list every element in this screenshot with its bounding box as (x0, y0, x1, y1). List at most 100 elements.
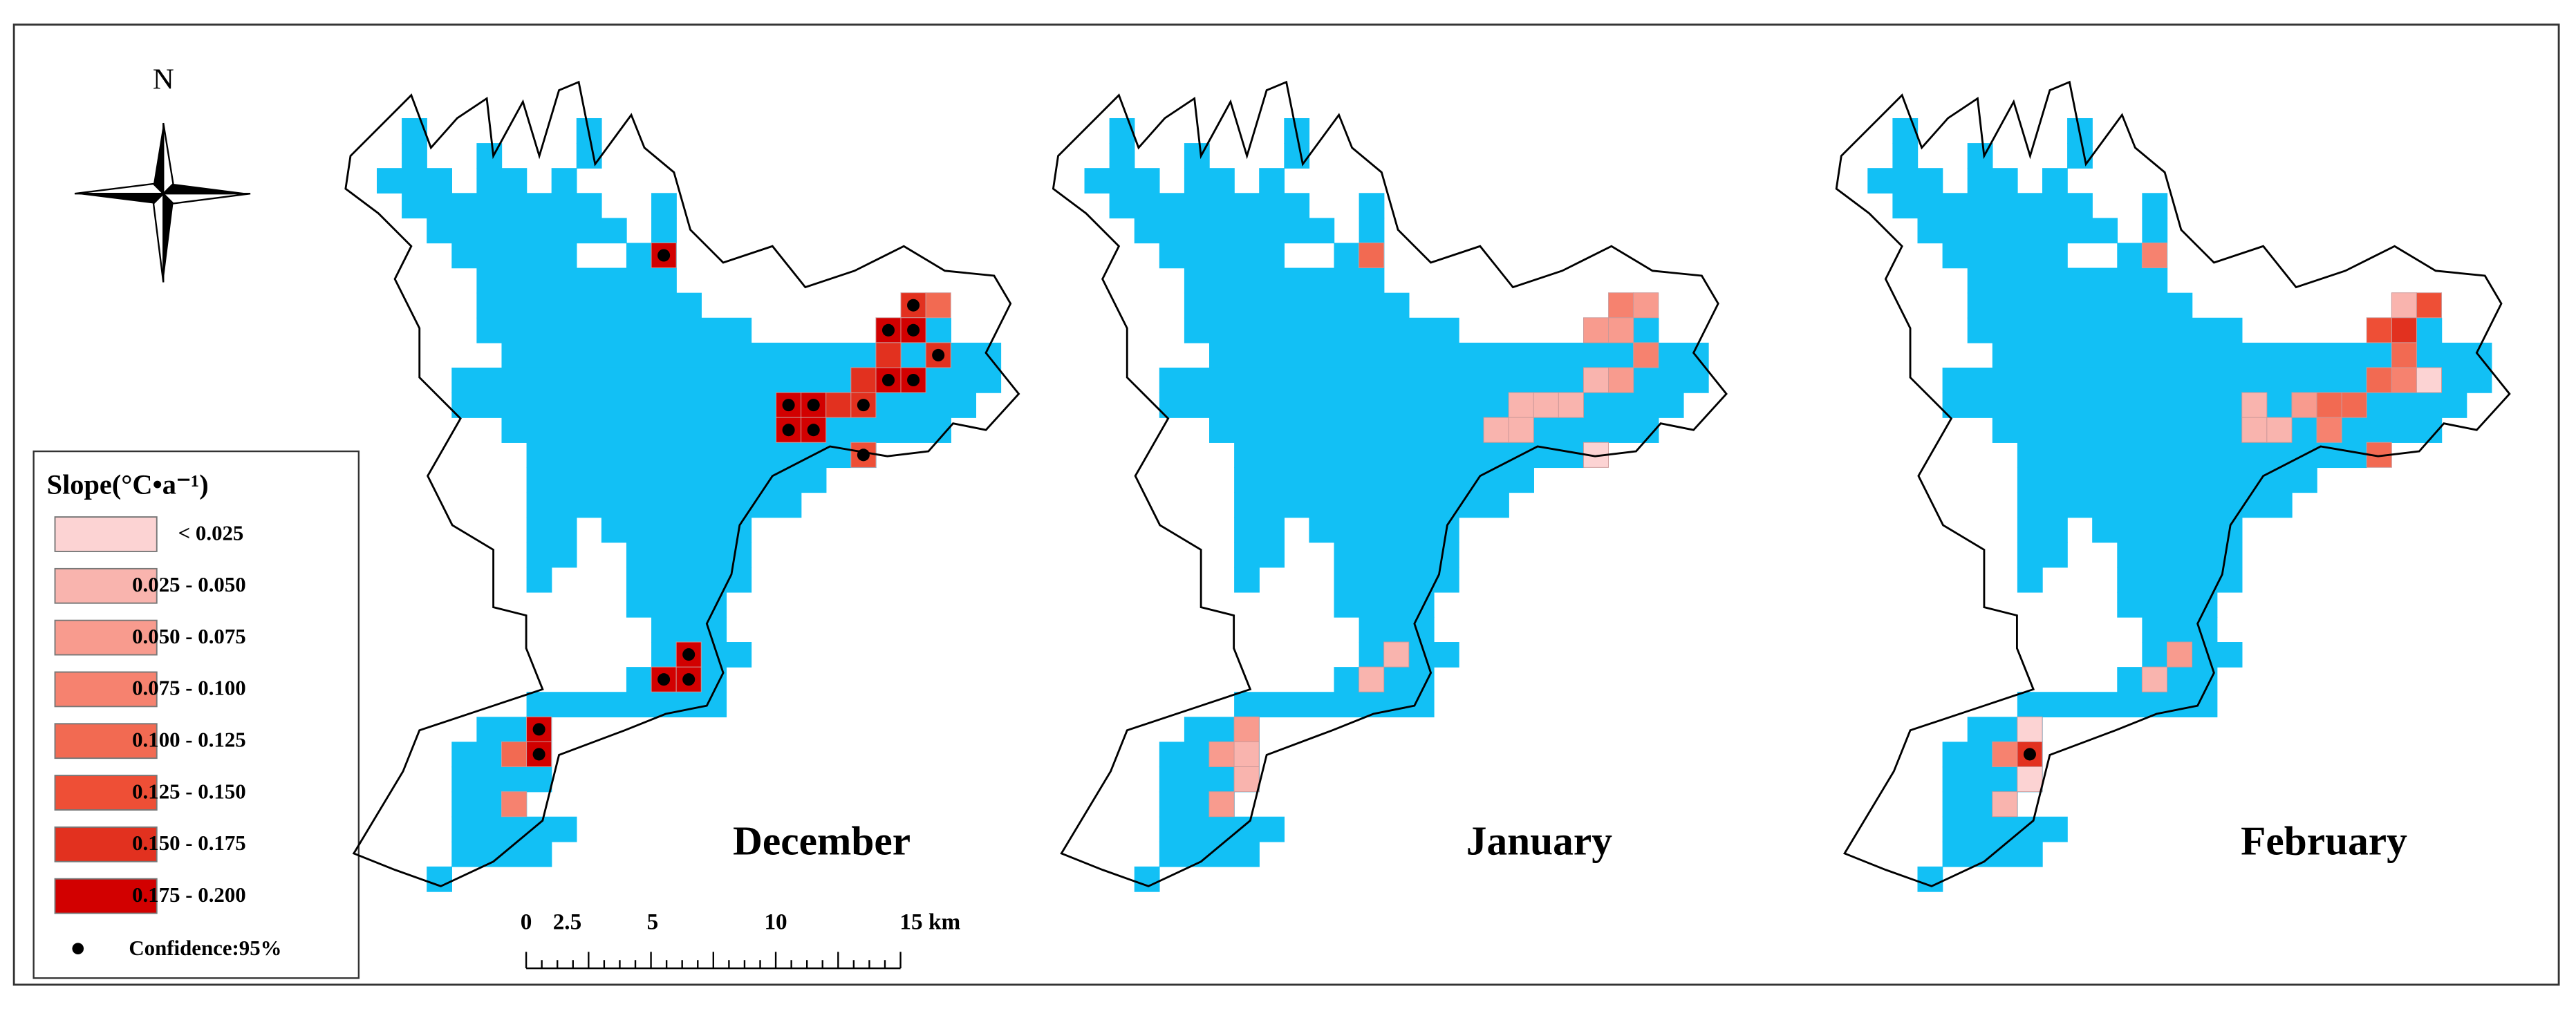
glacier-cell (1967, 317, 2243, 343)
glacier-cell (1184, 292, 1410, 319)
glacier-cell (476, 317, 752, 343)
glacier-cell (1917, 218, 2068, 244)
glacier-cell (1134, 218, 1285, 244)
glacier-cell (1334, 542, 1459, 568)
trend-cell (850, 367, 877, 393)
glacier-cell (1892, 117, 1919, 144)
glacier-cell (651, 218, 677, 244)
glacier-cell (2042, 168, 2068, 193)
glacier-cell (2067, 218, 2118, 244)
trend-cell (2391, 342, 2417, 368)
glacier-cell (1234, 567, 1260, 593)
glacier-cell (2042, 193, 2093, 219)
trend-cell (2391, 317, 2417, 343)
glacier-cell (1209, 342, 1709, 368)
trend-cell (1583, 367, 1609, 393)
confidence-dot (682, 648, 696, 661)
glacier-cell (526, 517, 577, 543)
glacier-cell (576, 143, 602, 169)
glacier-cell (1184, 267, 1385, 294)
legend-label: < 0.025 (178, 520, 244, 545)
confidence-dot (532, 748, 545, 761)
glacier-cell (526, 567, 552, 593)
glacier-cell (2017, 492, 2293, 518)
confidence-dot (857, 399, 870, 412)
legend-label: 0.150 - 0.175 (132, 831, 246, 855)
glacier-cell (1967, 292, 2193, 319)
trend-cell (1583, 317, 1609, 343)
trend-cell (2316, 392, 2342, 418)
glacier-cell (551, 193, 602, 219)
glacier-cell (651, 616, 727, 643)
glacier-cell (402, 143, 427, 169)
trend-cell (2341, 392, 2367, 418)
confidence-dot (682, 673, 696, 686)
glacier-cell (1992, 417, 2443, 443)
legend-swatch (54, 826, 158, 862)
confidence-dot (532, 723, 545, 736)
trend-cell (1633, 292, 1659, 319)
glacier-cell (501, 417, 951, 443)
glacier-cell (2117, 592, 2218, 618)
glacier-cell (2142, 616, 2218, 643)
legend-swatch (54, 567, 158, 604)
glacier-cell (1942, 393, 2467, 418)
legend-swatch (54, 619, 158, 656)
trend-cell (2416, 367, 2443, 393)
glacier-cell (1234, 492, 1509, 518)
glacier-cell (1234, 542, 1285, 568)
glacier-cell (576, 218, 627, 244)
glacier-cell (1109, 117, 1135, 144)
legend-label: 0.100 - 0.125 (132, 727, 246, 751)
glacier-cell (526, 467, 827, 493)
glacier-cell (2017, 467, 2317, 493)
confidence-dot (72, 943, 84, 954)
glacier-cell (402, 193, 478, 219)
glacier-cell (2017, 692, 2218, 718)
glacier-cell (1867, 168, 1943, 193)
trend-cell (1359, 666, 1385, 692)
glacier-cell (1967, 168, 2018, 193)
scale-label: 10 (764, 909, 787, 935)
legend-swatch (54, 516, 158, 552)
trend-cell (1208, 741, 1235, 767)
trend-cell (825, 392, 852, 418)
trend-cell (2166, 641, 2193, 668)
trend-cell (2366, 367, 2392, 393)
glacier-cell (1284, 218, 1335, 244)
trend-cell (1533, 392, 1559, 418)
glacier-cell (1184, 317, 1459, 343)
trend-cell (2366, 317, 2392, 343)
trend-cell (1992, 791, 2018, 818)
glacier-cell (1967, 267, 2168, 294)
legend-label: 0.050 - 0.075 (132, 624, 246, 648)
glacier-cell (402, 117, 427, 144)
glacier-cell (2017, 517, 2068, 543)
trend-cell (2141, 242, 2167, 269)
glacier-cell (376, 168, 452, 193)
glacier-cell (1134, 866, 1160, 892)
trend-cell (1558, 392, 1584, 418)
glacier-cell (526, 442, 877, 469)
legend-swatch (54, 671, 158, 708)
glacier-cell (451, 766, 552, 793)
glacier-outline (1052, 80, 1728, 887)
trend-cell (2017, 766, 2043, 793)
glacier-cell (626, 542, 752, 568)
trend-cell (1508, 417, 1534, 443)
trend-cell (2141, 666, 2167, 692)
trend-cell (2241, 392, 2268, 418)
trend-cell (1233, 766, 1260, 793)
trend-cell (875, 342, 902, 368)
glacier-cell (1234, 517, 1285, 543)
trend-cell (1608, 367, 1634, 393)
glacier-cell (1309, 517, 1459, 543)
legend-swatch (54, 878, 158, 914)
glacier-outline (344, 80, 1020, 887)
glacier-cell (1359, 616, 1435, 643)
glacier-cell (427, 866, 452, 892)
trend-cell (1508, 392, 1534, 418)
glacier-cell (1359, 218, 1385, 244)
